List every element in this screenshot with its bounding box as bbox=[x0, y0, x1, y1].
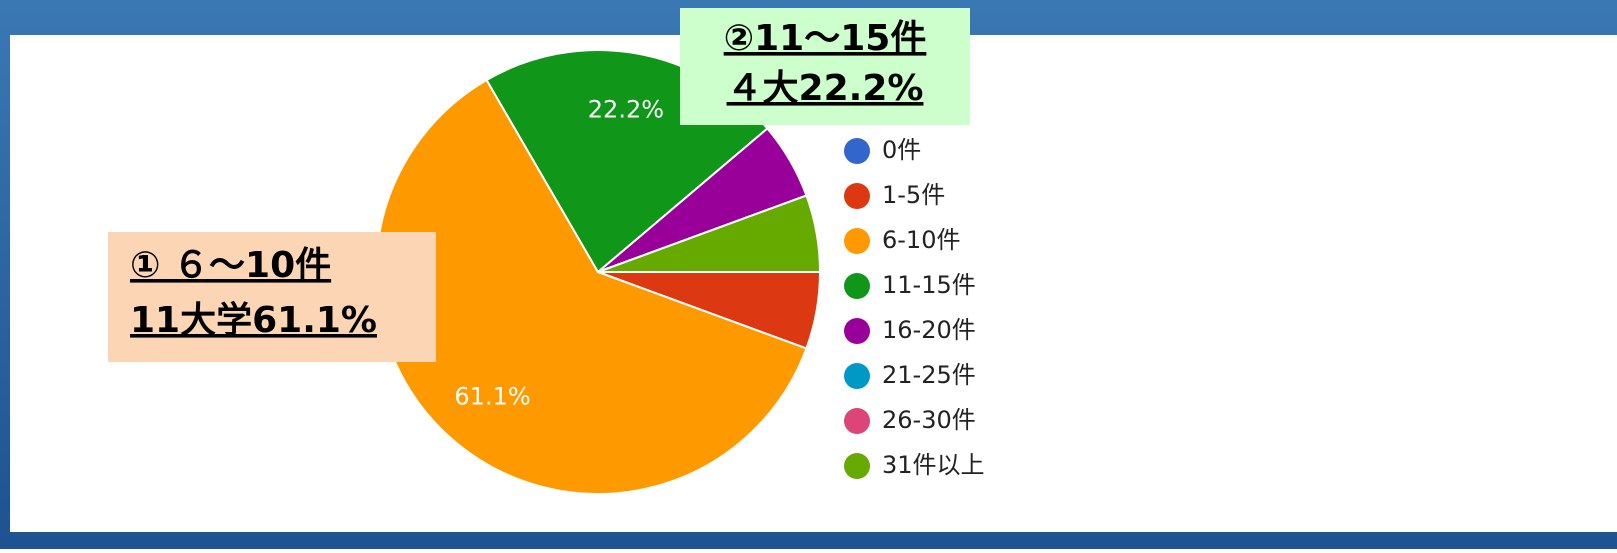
legend-swatch bbox=[844, 363, 870, 389]
legend-label: 11-15件 bbox=[882, 271, 976, 299]
legend-swatch bbox=[844, 138, 870, 164]
legend-label: 31件以上 bbox=[882, 451, 985, 479]
pie: 61.1% 22.2% bbox=[375, 49, 822, 495]
legend-swatch bbox=[844, 318, 870, 344]
legend-label: 26-30件 bbox=[882, 406, 976, 434]
legend-swatch bbox=[844, 183, 870, 209]
annotation-box bbox=[108, 232, 436, 362]
slice-label: 22.2% bbox=[588, 95, 664, 123]
legend-swatch bbox=[844, 273, 870, 299]
legend: 0件 1-5件 6-10件 11-15件 16-20件 21-25件 26-30件 31件以上 bbox=[844, 136, 985, 479]
annotation-text: ① ６～10件 bbox=[130, 245, 331, 286]
legend-label: 1-5件 bbox=[882, 181, 945, 209]
annotation-text: 11大学61.1% bbox=[130, 299, 377, 341]
legend-swatch bbox=[844, 228, 870, 254]
slice-label: 61.1% bbox=[454, 383, 530, 411]
legend-label: 16-20件 bbox=[882, 316, 976, 344]
annotation-box bbox=[680, 8, 970, 125]
pie-slice bbox=[597, 194, 822, 273]
legend-label: 6-10件 bbox=[882, 226, 960, 254]
legend-label: 21-25件 bbox=[882, 361, 976, 389]
annotation-text: ４大22.2% bbox=[727, 68, 924, 109]
legend-swatch bbox=[844, 453, 870, 479]
annotation-text: ②11～15件 bbox=[724, 18, 927, 59]
legend-swatch bbox=[844, 408, 870, 434]
annotations: ① ６～10件 11大学61.1% ②11～15件 ４大22.2% bbox=[108, 8, 970, 362]
legend-label: 0件 bbox=[882, 136, 921, 164]
pie-slice bbox=[375, 78, 808, 495]
